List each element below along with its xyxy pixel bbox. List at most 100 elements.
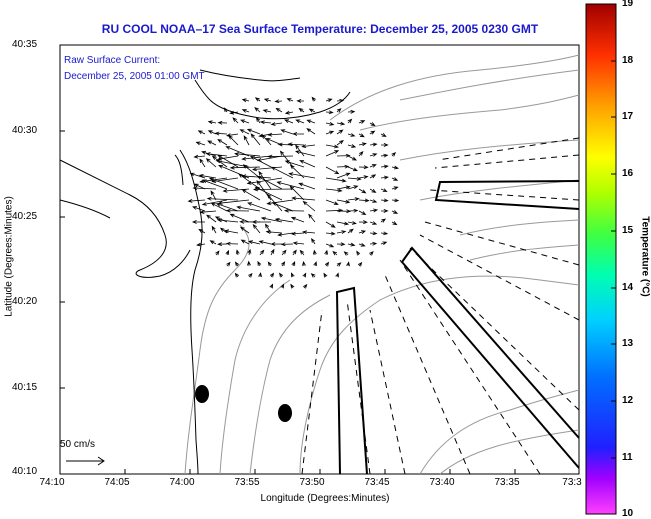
y-tick-label: 40:15 <box>12 382 38 393</box>
colorbar-tick-label: 10 <box>622 508 634 519</box>
current-vector <box>229 213 250 223</box>
current-vector <box>217 242 228 247</box>
current-vector <box>369 241 378 246</box>
current-vector <box>391 198 400 203</box>
current-vector <box>249 156 272 168</box>
current-vector <box>240 239 250 245</box>
colorbar-tick-label: 15 <box>622 225 634 236</box>
coastline <box>59 69 351 475</box>
current-vector <box>336 153 351 158</box>
colorbar-tick-label: 11 <box>622 452 633 463</box>
current-vector <box>241 109 250 113</box>
current-vector <box>369 130 376 135</box>
colorbar-tick-label: 18 <box>622 55 634 66</box>
current-vector <box>236 205 261 212</box>
current-vector <box>311 96 316 102</box>
current-vector <box>258 240 272 245</box>
y-tick-label: 40:20 <box>12 296 38 307</box>
current-vector <box>247 202 272 212</box>
current-vector <box>287 142 305 147</box>
current-vector <box>347 185 359 190</box>
current-vector <box>336 108 342 113</box>
current-vector <box>292 241 305 246</box>
x-tick-label: 73:45 <box>364 477 390 488</box>
current-vector <box>192 206 206 212</box>
current-vector <box>210 190 217 201</box>
current-vector <box>284 119 294 124</box>
current-vector <box>358 151 364 157</box>
current-vector <box>232 117 239 124</box>
current-vector <box>306 128 316 135</box>
current-vector <box>357 261 363 267</box>
current-vector <box>280 283 284 289</box>
y-tick-label: 40:25 <box>12 211 38 222</box>
current-vector <box>302 200 316 212</box>
current-vector <box>240 119 250 124</box>
current-vector <box>298 182 316 190</box>
current-vector <box>358 165 369 170</box>
current-vector <box>302 272 307 278</box>
current-vector <box>325 98 333 103</box>
current-vector <box>347 109 356 114</box>
current-vector <box>391 210 399 214</box>
current-vector <box>347 228 354 234</box>
current-vector <box>275 107 283 113</box>
y-tick-label: 40:10 <box>12 466 38 477</box>
current-vector <box>286 98 294 102</box>
current-vector <box>248 272 253 278</box>
current-vector <box>358 142 367 147</box>
current-vector <box>313 261 317 267</box>
current-vector <box>195 141 206 146</box>
current-vector <box>347 144 357 148</box>
current-vector <box>192 186 217 191</box>
current-vector <box>291 272 295 278</box>
current-vector <box>241 174 272 179</box>
current-vector <box>217 154 239 168</box>
current-vector <box>325 188 343 193</box>
current-vector <box>336 221 350 226</box>
current-vector <box>261 134 272 146</box>
current-vector <box>274 217 294 223</box>
current-vector <box>259 249 265 256</box>
station-dot <box>195 385 209 403</box>
current-vector <box>299 160 316 168</box>
current-vector <box>358 175 369 180</box>
current-vector <box>258 272 262 278</box>
scale-arrow <box>66 456 105 466</box>
current-vector <box>380 175 389 180</box>
current-vector <box>254 97 261 102</box>
colorbar-tick-label: 17 <box>622 111 634 122</box>
current-vector <box>279 272 284 278</box>
current-vector <box>302 230 316 235</box>
current-vector <box>347 155 358 161</box>
current-vector <box>380 231 389 236</box>
current-vector <box>380 241 388 246</box>
current-vector <box>217 155 239 161</box>
current-vector <box>206 214 217 223</box>
current-legend-label: Raw Surface Current: <box>64 55 161 66</box>
plot-frame <box>59 44 580 475</box>
current-vector <box>291 260 296 267</box>
current-vector <box>323 272 328 278</box>
current-vector <box>369 221 378 225</box>
current-vector <box>358 120 366 124</box>
current-vector <box>242 164 261 179</box>
current-vector <box>369 251 374 256</box>
current-vector <box>289 185 305 201</box>
current-vector <box>284 160 305 168</box>
current-vector <box>214 216 228 223</box>
current-vector <box>239 226 250 234</box>
x-tick-label: 73:55 <box>234 477 260 488</box>
current-vector <box>288 172 316 179</box>
current-vector <box>234 152 261 157</box>
current-vector <box>198 174 217 179</box>
current-vector <box>187 198 206 203</box>
current-vector <box>292 132 305 136</box>
current-vector <box>269 272 275 278</box>
colorbar <box>585 3 617 515</box>
current-vector <box>391 152 397 157</box>
colorbar-tick-label: 16 <box>622 168 634 179</box>
current-vector <box>254 107 261 113</box>
axis-ticks <box>59 44 580 475</box>
colorbar-tick-label: 12 <box>622 395 634 406</box>
